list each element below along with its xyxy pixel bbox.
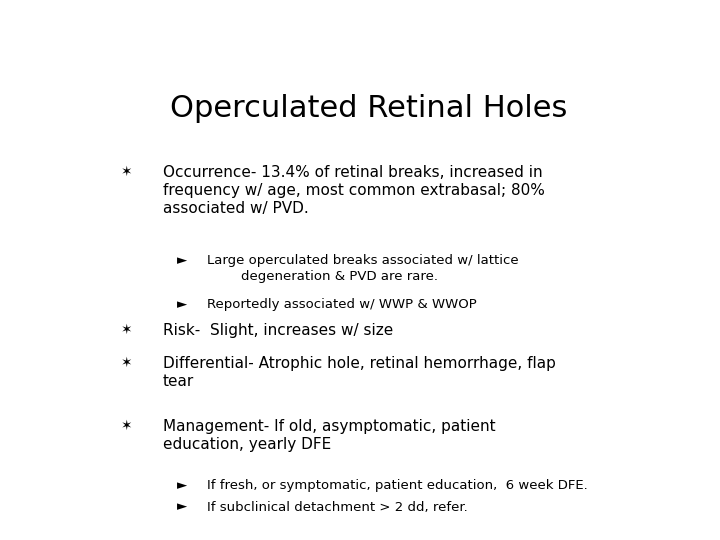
- Text: ✶: ✶: [121, 356, 132, 370]
- Text: ►: ►: [176, 298, 186, 310]
- Text: ✶: ✶: [121, 322, 132, 336]
- Text: If fresh, or symptomatic, patient education,  6 week DFE.: If fresh, or symptomatic, patient educat…: [207, 479, 588, 492]
- Text: Large operculated breaks associated w/ lattice
        degeneration & PVD are ra: Large operculated breaks associated w/ l…: [207, 254, 519, 283]
- Text: ►: ►: [176, 501, 186, 514]
- Text: Operculated Retinal Holes: Operculated Retinal Holes: [171, 94, 567, 123]
- Text: ✶: ✶: [121, 419, 132, 433]
- Text: ►: ►: [176, 254, 186, 267]
- Text: If subclinical detachment > 2 dd, refer.: If subclinical detachment > 2 dd, refer.: [207, 501, 468, 514]
- Text: Risk-  Slight, increases w/ size: Risk- Slight, increases w/ size: [163, 322, 393, 338]
- Text: Management- If old, asymptomatic, patient
education, yearly DFE: Management- If old, asymptomatic, patien…: [163, 419, 495, 452]
- Text: ✶: ✶: [121, 165, 132, 179]
- Text: ►: ►: [176, 479, 186, 492]
- Text: Differential- Atrophic hole, retinal hemorrhage, flap
tear: Differential- Atrophic hole, retinal hem…: [163, 356, 555, 389]
- Text: Reportedly associated w/ WWP & WWOP: Reportedly associated w/ WWP & WWOP: [207, 298, 477, 310]
- Text: Occurrence- 13.4% of retinal breaks, increased in
frequency w/ age, most common : Occurrence- 13.4% of retinal breaks, inc…: [163, 165, 544, 215]
